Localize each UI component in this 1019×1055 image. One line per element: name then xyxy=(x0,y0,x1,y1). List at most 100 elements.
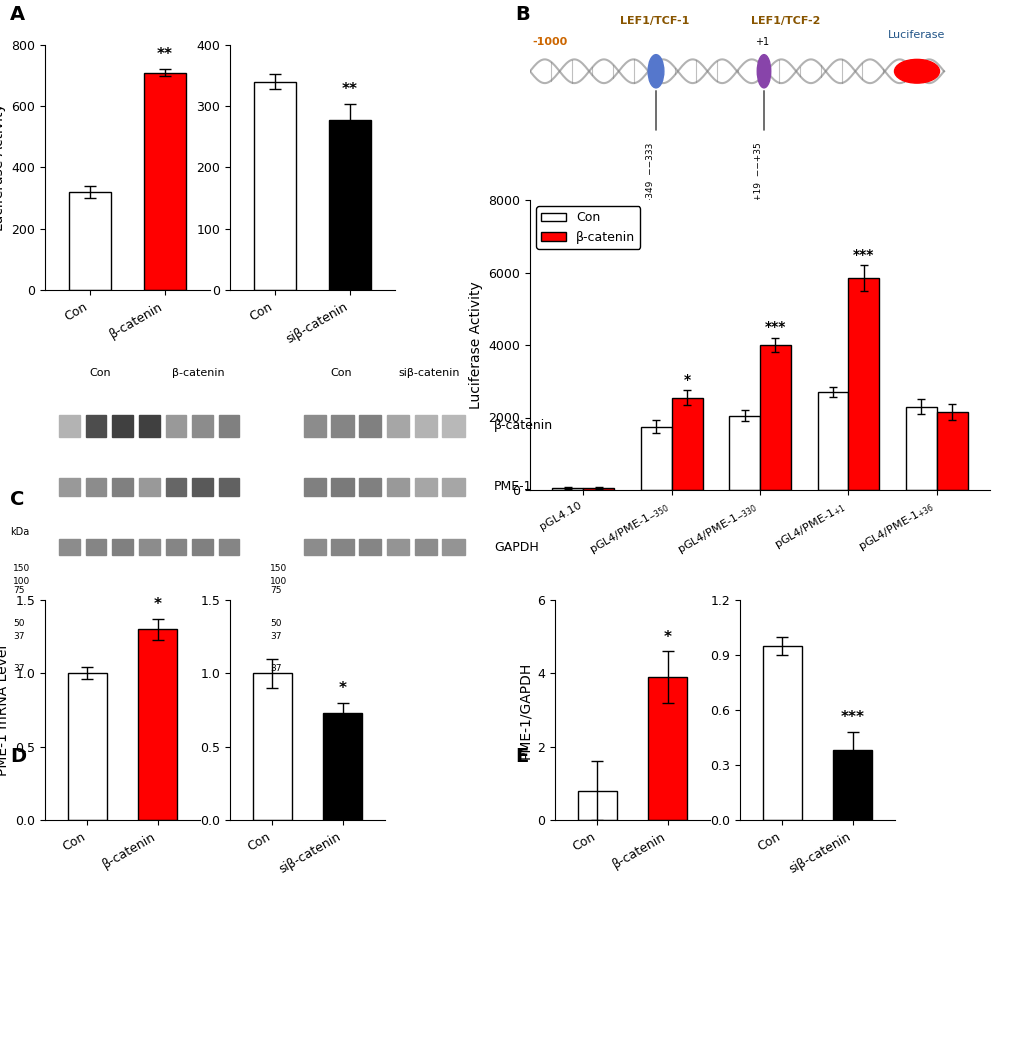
Text: 100: 100 xyxy=(270,577,287,586)
Text: A: A xyxy=(10,5,25,24)
Bar xyxy=(254,81,296,290)
Legend: Con, β-catenin: Con, β-catenin xyxy=(536,206,640,249)
Bar xyxy=(331,415,354,437)
Y-axis label: Luciferase Activity: Luciferase Activity xyxy=(469,281,482,409)
Bar xyxy=(139,538,159,555)
Text: C: C xyxy=(10,490,24,509)
Bar xyxy=(139,630,177,820)
Bar xyxy=(671,398,702,490)
Bar xyxy=(139,415,159,437)
Bar xyxy=(848,277,878,490)
Text: E: E xyxy=(515,747,528,766)
Bar xyxy=(253,673,291,820)
Y-axis label: PME-1 mRNA Level: PME-1 mRNA Level xyxy=(0,645,10,775)
Bar xyxy=(323,713,362,820)
Text: 150: 150 xyxy=(13,563,31,573)
Bar xyxy=(329,119,370,290)
Text: β-catenin: β-catenin xyxy=(494,419,553,433)
Text: D: D xyxy=(10,747,26,766)
Bar xyxy=(86,478,106,496)
Y-axis label: PME-1/GAPDH: PME-1/GAPDH xyxy=(518,661,531,759)
Text: B: B xyxy=(515,5,529,24)
Text: +1: +1 xyxy=(754,37,768,47)
Bar xyxy=(193,478,213,496)
Bar xyxy=(551,488,583,490)
Bar xyxy=(139,478,159,496)
Bar xyxy=(86,538,106,555)
Text: 50: 50 xyxy=(270,619,281,629)
Bar xyxy=(359,478,381,496)
Bar xyxy=(219,415,239,437)
Y-axis label: Luciferase Activity: Luciferase Activity xyxy=(0,103,6,231)
Bar xyxy=(59,538,79,555)
Ellipse shape xyxy=(647,55,663,88)
Text: 37: 37 xyxy=(13,664,24,673)
Bar xyxy=(165,538,186,555)
Text: LEF1/TCF-2: LEF1/TCF-2 xyxy=(750,16,819,25)
Text: Con: Con xyxy=(329,368,352,378)
Bar xyxy=(304,415,326,437)
Bar xyxy=(219,538,239,555)
Bar xyxy=(304,478,326,496)
Bar xyxy=(68,673,107,820)
Text: -1000: -1000 xyxy=(532,37,567,47)
Ellipse shape xyxy=(756,55,770,88)
Text: ***: *** xyxy=(840,710,864,726)
Bar xyxy=(386,478,409,496)
Text: *: * xyxy=(683,372,690,387)
Bar xyxy=(193,415,213,437)
Text: **: ** xyxy=(157,46,173,61)
Text: Con: Con xyxy=(90,368,111,378)
Bar xyxy=(833,750,871,820)
Text: 75: 75 xyxy=(13,586,24,595)
Bar xyxy=(304,538,326,555)
Bar xyxy=(640,426,671,490)
Bar xyxy=(219,478,239,496)
Bar xyxy=(816,392,848,490)
Bar xyxy=(386,538,409,555)
Bar xyxy=(442,415,465,437)
Text: 150: 150 xyxy=(270,563,287,573)
Bar xyxy=(59,415,79,437)
Text: -349  −−333: -349 −−333 xyxy=(645,142,654,200)
Bar xyxy=(648,677,687,820)
Text: +19  −−+35: +19 −−+35 xyxy=(753,142,762,202)
Bar xyxy=(69,192,110,290)
Text: β-catenin: β-catenin xyxy=(172,368,224,378)
Bar xyxy=(331,538,354,555)
Bar xyxy=(905,406,936,490)
Text: 75: 75 xyxy=(270,586,281,595)
Bar xyxy=(145,73,185,290)
Bar xyxy=(415,478,436,496)
Text: Luciferase: Luciferase xyxy=(888,30,945,40)
Text: ***: *** xyxy=(853,248,873,262)
Text: **: ** xyxy=(341,82,358,97)
Ellipse shape xyxy=(894,59,938,83)
Bar xyxy=(112,538,132,555)
Bar xyxy=(729,416,759,490)
Text: *: * xyxy=(338,682,346,696)
Bar xyxy=(762,646,801,820)
Bar xyxy=(415,415,436,437)
Bar xyxy=(936,413,967,490)
Bar xyxy=(442,538,465,555)
Text: ***: *** xyxy=(764,320,786,334)
Text: 50: 50 xyxy=(13,619,24,629)
Bar xyxy=(59,478,79,496)
Bar xyxy=(759,345,790,490)
Bar xyxy=(583,488,613,490)
Text: GAPDH: GAPDH xyxy=(494,541,538,554)
Text: 37: 37 xyxy=(270,664,281,673)
Bar xyxy=(359,415,381,437)
Text: *: * xyxy=(663,630,672,645)
Bar xyxy=(86,415,106,437)
Text: 37: 37 xyxy=(13,632,24,641)
Text: siβ-catenin: siβ-catenin xyxy=(398,368,460,378)
Bar xyxy=(415,538,436,555)
Bar xyxy=(359,538,381,555)
Bar xyxy=(193,538,213,555)
Text: 100: 100 xyxy=(13,577,31,586)
Text: 37: 37 xyxy=(270,632,281,641)
Bar xyxy=(112,415,132,437)
Text: kDa: kDa xyxy=(10,528,30,537)
